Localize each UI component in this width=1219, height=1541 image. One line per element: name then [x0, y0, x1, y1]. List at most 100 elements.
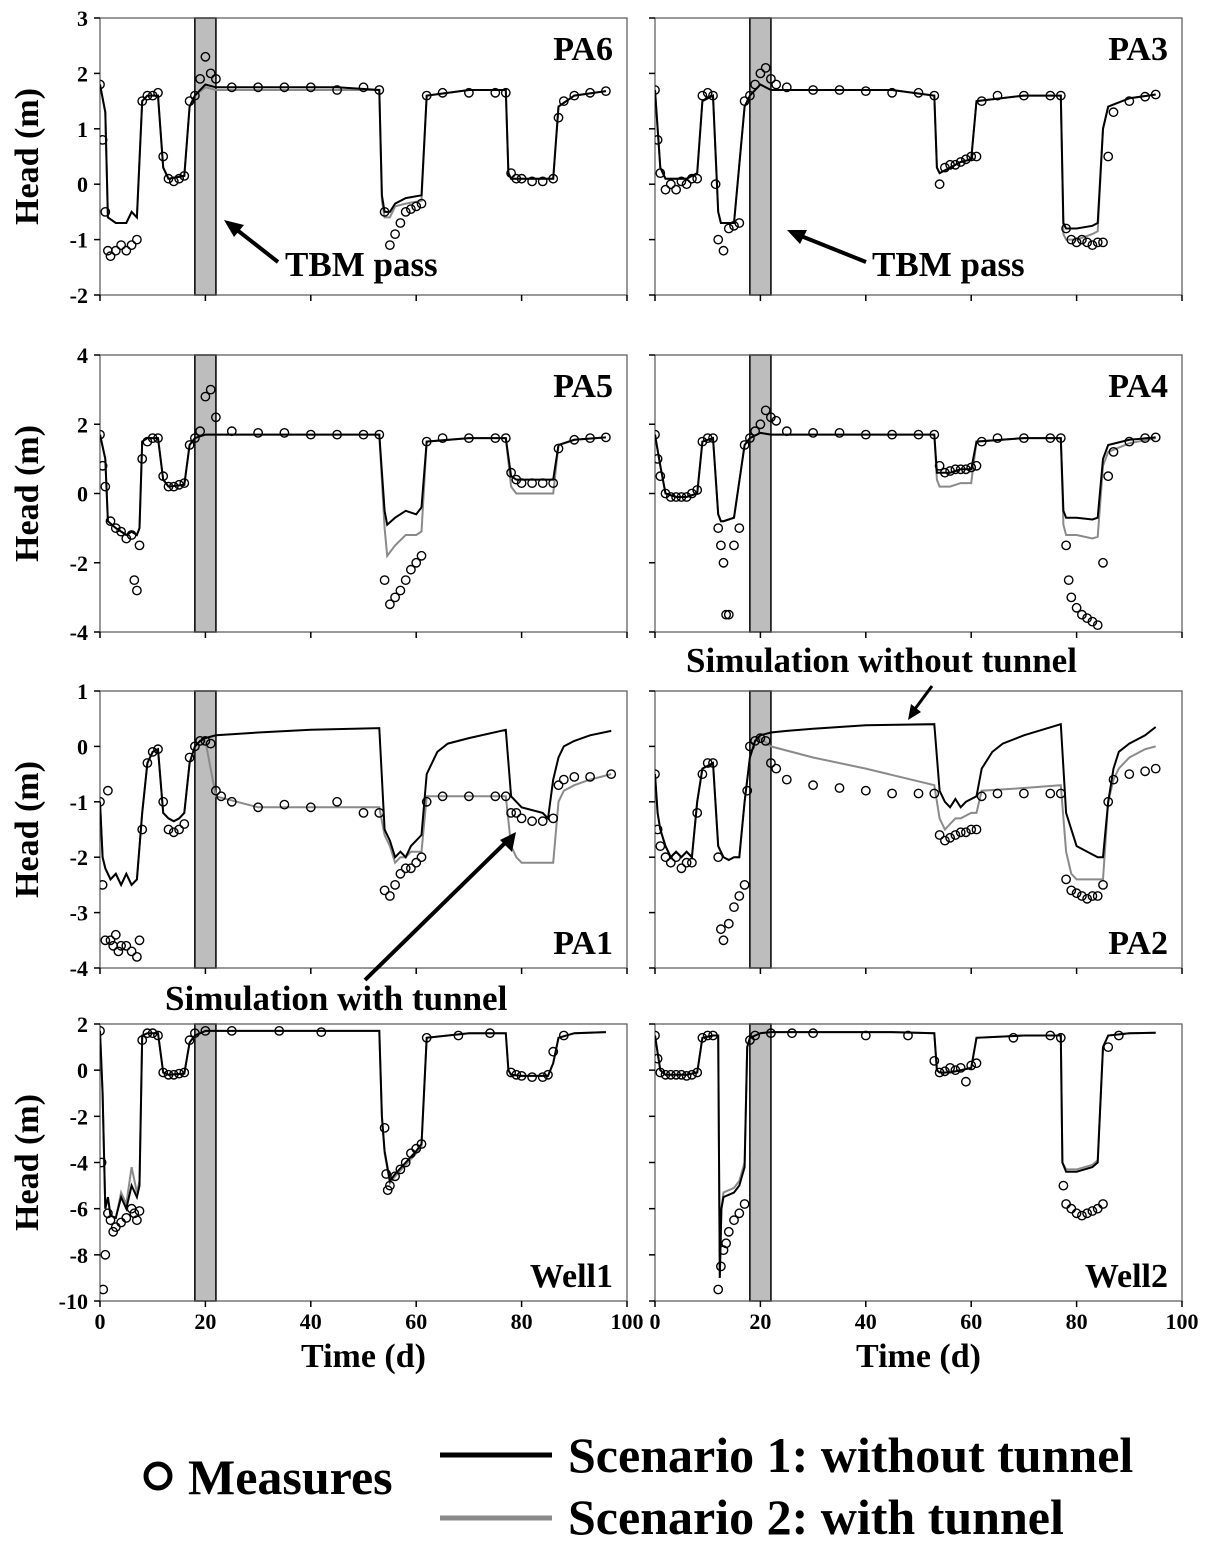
measure-point [955, 1063, 966, 1073]
measure-point [1087, 240, 1098, 251]
panel-title: Well2 [1085, 1258, 1168, 1295]
measure-point [929, 90, 940, 101]
measure-point [274, 1026, 285, 1036]
measure-point [153, 744, 163, 755]
measure-point [142, 1028, 153, 1039]
measure-point [134, 540, 145, 551]
measure-point [253, 802, 264, 813]
measure-point [716, 1261, 726, 1272]
measure-point [665, 1069, 676, 1080]
measure-point [1140, 766, 1151, 777]
measure-point [929, 429, 940, 440]
series-line-scenario1 [655, 83, 1156, 230]
measure-point [463, 87, 474, 98]
measure-point [929, 1056, 940, 1066]
measure-point [713, 852, 724, 863]
measure-point [1058, 1180, 1069, 1191]
measure-point [585, 772, 595, 782]
legend: Measures Scenario 1: without tunnel Scen… [143, 1427, 1133, 1541]
measure-point [966, 1060, 977, 1071]
measure-point [437, 433, 448, 443]
measure-point [750, 79, 760, 90]
measure-point [1103, 1042, 1114, 1053]
measure-point [1063, 575, 1074, 585]
measure-point [100, 460, 108, 471]
measure-point [100, 1157, 107, 1168]
plot-data [655, 1028, 1156, 1295]
annotations: TBM pass TBM pass Simulation without tun… [165, 220, 1077, 1018]
measure-point [887, 87, 897, 98]
measure-point [950, 159, 961, 170]
measure-point [506, 168, 516, 179]
measure-point [721, 609, 731, 620]
measure-point [205, 384, 216, 395]
measure-point [179, 819, 190, 829]
measure-point [463, 791, 474, 802]
measure-point [200, 1026, 211, 1036]
measure-point [1077, 1210, 1087, 1221]
series-line-scenario1 [100, 433, 606, 537]
measure-point [174, 824, 185, 835]
tbm-pass-label-right: TBM pass [872, 245, 1025, 284]
measure-point [537, 478, 548, 488]
series-line-scenario2 [100, 1029, 606, 1220]
measure-point [781, 426, 792, 437]
measure-point [379, 206, 390, 217]
measure-point [781, 774, 792, 785]
measure-point [945, 832, 955, 843]
measure-point [729, 1215, 739, 1226]
measure-point [453, 1030, 464, 1041]
measure-point [1087, 1206, 1098, 1216]
measure-point [966, 462, 977, 473]
measure-point [1055, 1032, 1066, 1043]
y-tick-label: 0 [77, 734, 88, 759]
measure-point [305, 429, 316, 440]
measure-point [655, 1067, 666, 1078]
measure-point [121, 1213, 132, 1223]
measure-point [976, 436, 987, 447]
measure-point [100, 79, 105, 90]
measure-point [110, 929, 121, 940]
measure-point [100, 1249, 111, 1260]
y-tick-label: 0 [77, 482, 88, 507]
measure-point [200, 736, 211, 746]
measure-point [210, 785, 221, 796]
measure-point [671, 492, 681, 502]
measure-point [100, 1284, 109, 1295]
measure-point [416, 1139, 427, 1149]
measure-point [887, 788, 897, 799]
measure-point [537, 816, 548, 827]
y-tick-label: 1 [77, 117, 88, 142]
measure-point [681, 1071, 692, 1081]
plot-data [655, 405, 1161, 630]
measure-point [205, 738, 216, 749]
y-axis-label: Head (m) [9, 761, 46, 898]
measure-point [1108, 107, 1119, 118]
measure-point [771, 79, 782, 90]
measure-point [692, 485, 703, 495]
measure-point [1071, 1208, 1082, 1219]
measure-point [126, 530, 137, 540]
measure-point [129, 575, 140, 585]
measure-point [163, 1069, 174, 1080]
measure-point [1066, 1203, 1077, 1214]
measure-point [390, 229, 400, 240]
measure-point [381, 1169, 392, 1179]
tbm-pass-band [749, 17, 772, 296]
measure-point [421, 796, 432, 807]
x-tick-label: 0 [650, 1309, 661, 1334]
measure-point [834, 427, 845, 438]
measure-point [934, 1067, 945, 1078]
measure-point [671, 184, 681, 195]
plot-data [100, 384, 611, 610]
measure-point [585, 87, 595, 98]
measure-point [511, 808, 522, 818]
measure-point [210, 412, 221, 423]
measure-point [755, 733, 766, 743]
measure-point [147, 1028, 158, 1039]
measure-point [710, 179, 721, 190]
y-tick-label: 0 [77, 172, 88, 197]
panel-title: PA2 [1108, 925, 1168, 962]
measure-point [558, 96, 569, 107]
measure-point [665, 492, 676, 502]
